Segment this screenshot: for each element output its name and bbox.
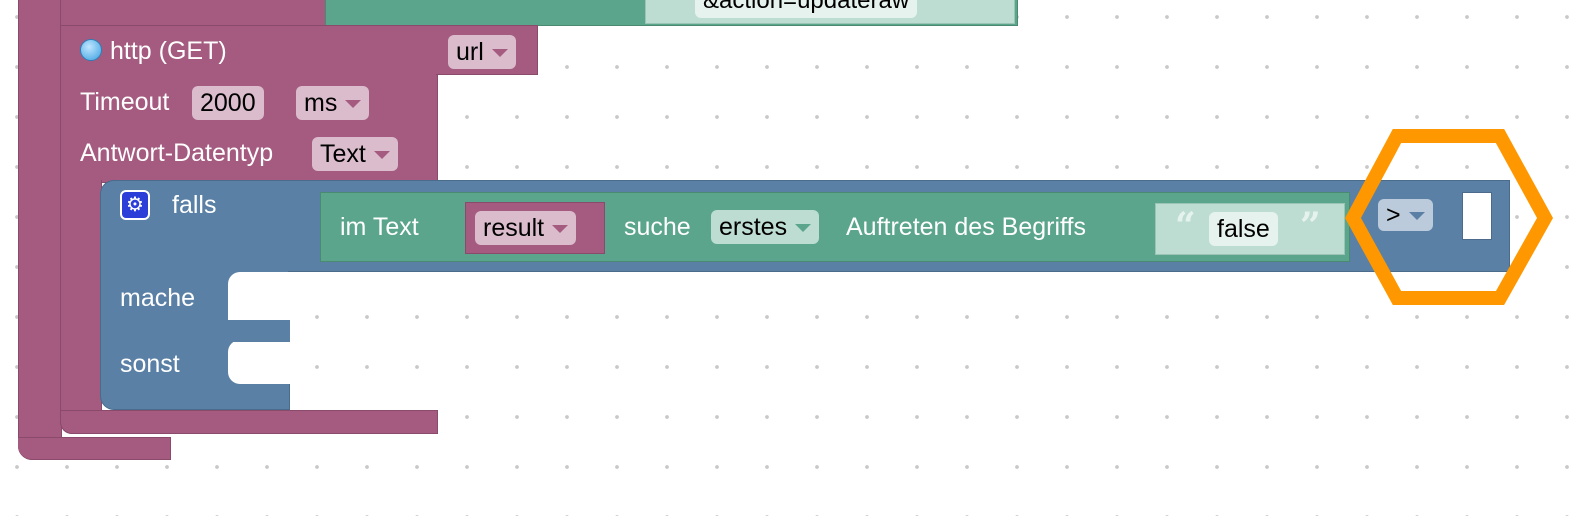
- highlight-hexagon-shape: [1345, 129, 1554, 305]
- chevron-down-icon: [795, 224, 812, 233]
- outer-block-bottom[interactable]: [18, 437, 171, 460]
- close-quote-icon: ”: [1300, 205, 1321, 247]
- chevron-down-icon: [345, 100, 362, 109]
- compare-operator-dropdown[interactable]: >: [1378, 199, 1433, 231]
- do-else-divider: [228, 320, 290, 342]
- timeout-input[interactable]: 2000: [192, 86, 264, 120]
- timeout-unit-dropdown[interactable]: ms: [296, 86, 370, 120]
- top-string-value[interactable]: &action=updateraw: [695, 0, 918, 18]
- url-variable-value: url: [456, 38, 484, 66]
- timeout-unit-value: ms: [304, 89, 338, 117]
- occurrence-mode-value: erstes: [719, 213, 788, 241]
- response-type-value: Text: [320, 140, 366, 168]
- search-label: suche: [624, 213, 691, 241]
- do-statement-slot[interactable]: [228, 272, 290, 322]
- chevron-down-icon: [491, 49, 508, 58]
- timeout-label: Timeout: [80, 88, 170, 116]
- search-string-value[interactable]: false: [1209, 212, 1278, 246]
- gear-icon[interactable]: ⚙: [120, 190, 150, 220]
- http-block-title: http (GET): [110, 37, 227, 65]
- outer-block[interactable]: [18, 0, 62, 460]
- compare-operator-value: >: [1386, 201, 1401, 229]
- in-text-label: im Text: [340, 213, 419, 241]
- url-variable-dropdown[interactable]: url: [448, 35, 516, 69]
- chevron-down-icon: [552, 225, 569, 234]
- occurrence-label: Auftreten des Begriffs: [846, 213, 1086, 241]
- result-variable-dropdown[interactable]: result: [475, 211, 577, 245]
- http-block-bottom[interactable]: [60, 410, 438, 434]
- else-label: sonst: [120, 350, 180, 378]
- response-type-label: Antwort-Datentyp: [80, 139, 274, 167]
- open-quote-icon: “: [1175, 205, 1196, 247]
- do-label: mache: [120, 284, 196, 312]
- search-string-block[interactable]: [1155, 203, 1345, 255]
- result-variable-value: result: [483, 214, 545, 242]
- chevron-down-icon: [373, 151, 390, 160]
- response-type-dropdown[interactable]: Text: [312, 137, 398, 171]
- if-label: falls: [172, 191, 217, 219]
- chevron-down-icon: [1408, 212, 1425, 221]
- globe-icon: [80, 39, 102, 61]
- empty-value-input[interactable]: [1462, 192, 1492, 240]
- occurrence-mode-dropdown[interactable]: erstes: [711, 210, 820, 244]
- else-statement-slot[interactable]: [228, 340, 290, 384]
